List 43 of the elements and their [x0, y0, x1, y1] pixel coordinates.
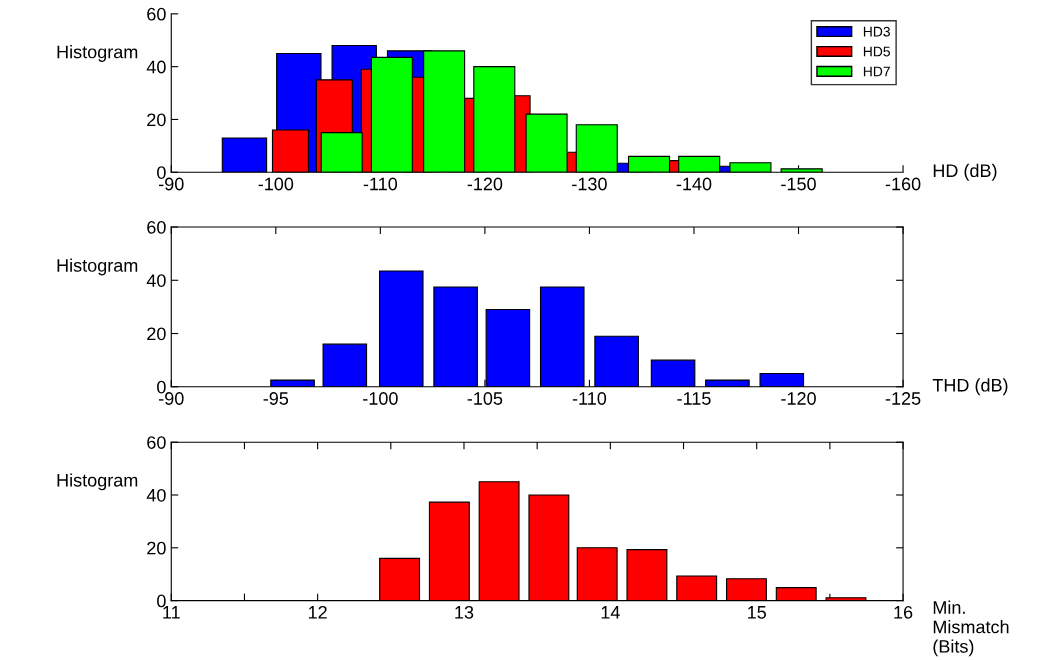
y-axis-title: Histogram [57, 473, 138, 491]
x-tick-label: 12 [308, 605, 327, 619]
x-tick-label: 13 [455, 605, 474, 619]
y-tick-label: 40 [146, 488, 166, 502]
x-tick-label: 16 [894, 605, 913, 619]
x-tick-label: -125 [885, 392, 921, 405]
x-tick-label: 11 [163, 606, 180, 619]
y-axis-title: Histogram [57, 45, 138, 62]
y-tick-label: 60 [147, 7, 166, 21]
y-tick-label: 60 [147, 220, 166, 234]
y-tick-label: 60 [147, 436, 166, 449]
x-tick-label: -120 [467, 177, 503, 191]
x-tick-label: -130 [572, 177, 607, 191]
legend-label: HD3 [863, 26, 890, 37]
y-tick-label: 20 [147, 327, 166, 341]
y-tick-label: 0 [157, 594, 166, 608]
y-tick-label: 0 [157, 166, 166, 179]
x-tick-label: -115 [677, 392, 711, 405]
x-tick-label: -105 [467, 392, 503, 405]
y-axis-title: Histogram [57, 258, 138, 276]
x-tick-label: -110 [572, 392, 607, 405]
x-tick-label: -160 [885, 177, 921, 191]
x-tick-label: -100 [363, 392, 398, 405]
y-tick-label: 40 [146, 60, 166, 74]
x-tick-label: -140 [676, 177, 712, 191]
y-tick-label: 20 [147, 541, 166, 555]
x-tick-label: -90 [159, 177, 184, 191]
x-tick-label: 15 [748, 606, 766, 619]
legend-label: HD7 [863, 66, 890, 77]
x-tick-label: -95 [263, 392, 289, 405]
legend-label: HD5 [863, 46, 890, 57]
y-tick-label: 0 [157, 380, 166, 394]
x-tick-label: 14 [601, 606, 620, 619]
x-tick-label: -100 [258, 177, 294, 191]
x-axis-title: THD (dB) [932, 378, 1008, 396]
x-axis-title: HD (dB) [933, 163, 997, 181]
x-tick-label: -90 [159, 392, 184, 405]
y-tick-label: 40 [146, 274, 166, 287]
x-axis-title: Min. Mismatch (Bits) [933, 600, 1009, 657]
x-tick-label: -150 [781, 177, 816, 191]
y-tick-label: 20 [147, 113, 166, 127]
x-tick-label: -120 [781, 392, 816, 405]
x-tick-label: -110 [363, 177, 398, 191]
